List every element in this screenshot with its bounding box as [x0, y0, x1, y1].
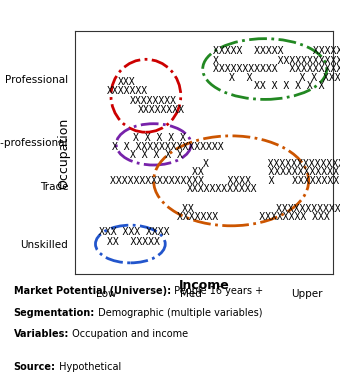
Text: Segmentation:: Segmentation:: [14, 308, 95, 318]
Text: Low: Low: [96, 289, 116, 299]
Text: X          XXXXXXXXXXXXX            X: X XXXXXXXXXXXXX X: [213, 56, 340, 65]
Text: X X X X X: X X X X X: [133, 133, 186, 143]
Text: People 16 years +: People 16 years +: [171, 286, 263, 296]
Text: XX  XXXXX: XX XXXXX: [107, 237, 160, 247]
Text: X  X        X X XXXXXXXXXX: X X X X XXXXXXXXXX: [228, 73, 340, 83]
Text: Professional: Professional: [5, 75, 68, 85]
Y-axis label: Occupation: Occupation: [58, 117, 71, 189]
Text: XXXXXXXXXXXXXXXX    XXXX   X   XXXXXXXX: XXXXXXXXXXXXXXXX XXXX X XXXXXXXX: [110, 176, 339, 186]
Text: Occupation and income: Occupation and income: [69, 329, 188, 339]
Text: XXXXXXXX: XXXXXXXX: [138, 105, 185, 114]
Text: X          XXXXXXXXXXXXX: X XXXXXXXXXXXXX: [203, 159, 340, 169]
Text: XXXXXXXXXXX  XXXXXXXXX: XXXXXXXXXXX XXXXXXXXX: [213, 64, 340, 74]
Text: XX           XXXXXXXXXXXX: XX XXXXXXXXXXXX: [192, 167, 339, 177]
Text: XXX XXX XXXX: XXX XXX XXXX: [99, 227, 170, 237]
Text: Market Potential (Universe):: Market Potential (Universe):: [14, 286, 171, 296]
Text: XXXXXXXXXXXX: XXXXXXXXXXXX: [187, 184, 258, 194]
Text: Demographic (multiple variables): Demographic (multiple variables): [95, 308, 262, 318]
Text: XXXXX  XXXXX     XXXXXXXXXXX: XXXXX XXXXX XXXXXXXXXXX: [213, 46, 340, 56]
Text: XXXXXXX       XXXXXXXX XXX: XXXXXXX XXXXXXXX XXX: [177, 212, 329, 222]
Text: X X XXXXXXXXXXXXXXX: X X XXXXXXXXXXXXXXX: [112, 142, 224, 152]
Text: XX              XXXXXXXXXXXX: XX XXXXXXXXXXXX: [182, 204, 340, 214]
Text: XX X X X X X: XX X X X X X: [254, 81, 325, 91]
Text: Semi-professional: Semi-professional: [0, 138, 68, 148]
Text: XXXXXXX: XXXXXXX: [107, 86, 148, 96]
Text: Unskilled: Unskilled: [21, 240, 68, 250]
X-axis label: Income: Income: [178, 279, 230, 292]
Text: Upper: Upper: [292, 289, 323, 299]
Text: XXX: XXX: [117, 77, 135, 87]
Text: XXXXXXXX: XXXXXXXX: [130, 96, 177, 105]
Text: Trade: Trade: [40, 182, 68, 192]
Text: X X X X X: X X X X X: [130, 150, 183, 160]
Text: Variables:: Variables:: [14, 329, 69, 339]
Text: Hypothetical: Hypothetical: [56, 361, 121, 372]
Text: Source:: Source:: [14, 361, 56, 372]
Text: Med: Med: [180, 289, 202, 299]
